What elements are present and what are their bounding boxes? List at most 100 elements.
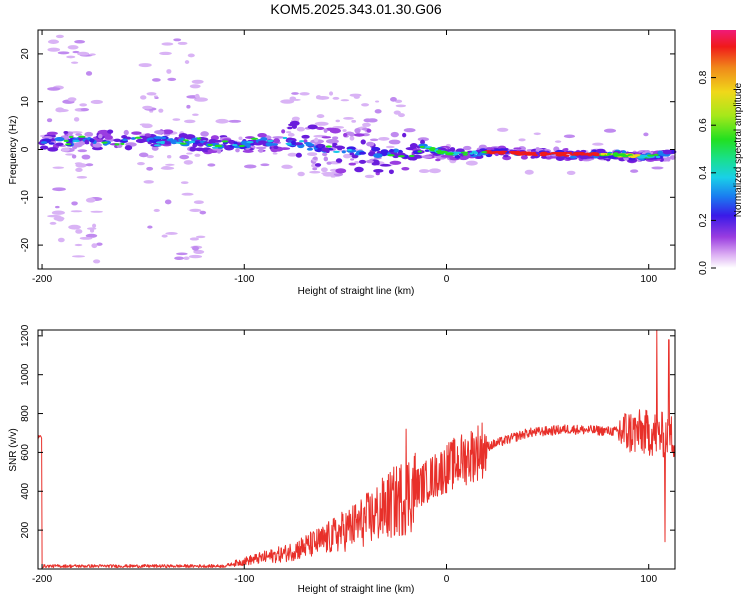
snr-background — [38, 330, 675, 569]
spectrogram-blob — [636, 156, 645, 159]
spectrogram-blob — [402, 132, 407, 138]
spectrogram-blob — [343, 132, 348, 137]
spectrogram-blob — [123, 129, 129, 136]
spectrogram-blob — [351, 154, 359, 159]
spectrogram-blob — [47, 214, 61, 218]
spectrogram-blob — [55, 142, 64, 147]
spectrogram-blob — [47, 87, 61, 91]
spectrogram-blob — [270, 143, 279, 146]
spectrogram-blob — [348, 132, 355, 137]
y-tick-label: -20 — [20, 237, 31, 252]
spectrogram-blob — [207, 143, 214, 147]
spectrogram-blob — [146, 166, 154, 171]
spectrogram-blob — [349, 152, 355, 156]
spectrogram-blob — [242, 149, 254, 153]
spectrogram-blob — [323, 128, 328, 133]
spectrogram-blob — [639, 154, 649, 157]
spectrogram-blob — [304, 141, 312, 145]
spectrogram-blob — [424, 149, 430, 152]
y-tick-label: 10 — [20, 96, 31, 108]
spectrogram-blob — [282, 136, 288, 140]
spectrogram-blob — [554, 140, 562, 143]
spectrogram-blob — [314, 137, 319, 143]
spectrogram-blob — [188, 254, 203, 259]
spectrogram-blob — [388, 139, 401, 145]
chart-title: KOM5.2025.343.01.30.G06 — [270, 1, 441, 17]
spectrogram-blob — [503, 154, 509, 158]
spectrogram-blob — [184, 60, 190, 64]
spectrogram-blob — [374, 109, 382, 114]
spectrogram-blob — [216, 149, 222, 154]
spectrogram-blob — [647, 154, 655, 157]
spectrogram-blob — [454, 154, 461, 159]
spectrogram-blob — [46, 131, 58, 136]
spectrogram-blob — [77, 51, 90, 56]
spectrogram-blob — [80, 108, 90, 112]
spectrogram-blob — [401, 167, 410, 171]
spectrogram-blob — [560, 151, 567, 155]
spectrogram-blob — [143, 180, 154, 184]
x-tick-label: 100 — [640, 574, 657, 585]
spectrogram-blob — [89, 228, 95, 233]
spectrogram-blob — [244, 164, 257, 169]
spectrogram-blob — [387, 154, 395, 157]
spectrogram-blob — [321, 136, 332, 139]
spectrogram-blob — [435, 158, 441, 162]
spectrogram-blob — [392, 148, 400, 153]
spectrogram-x-ticks: -200 -100 0 100 — [32, 30, 657, 285]
spectrogram-blob — [340, 99, 350, 102]
spectrogram-blob — [332, 96, 340, 100]
spectrogram-blob — [273, 145, 279, 150]
spectrogram-blob — [257, 132, 267, 138]
spectrogram-blob — [101, 141, 108, 144]
spectrogram-blob — [398, 113, 405, 118]
spectrogram-blob — [134, 136, 142, 139]
colorbar-ticks: 0.0 0.2 0.4 0.6 0.8 — [698, 70, 716, 275]
spectrogram-blob — [365, 159, 374, 164]
spectrogram-blob — [170, 139, 178, 145]
spectrogram-blob — [174, 256, 184, 261]
spectrogram-blob — [140, 95, 147, 100]
spectrogram-blob — [520, 155, 528, 160]
y-tick-label: 400 — [20, 482, 31, 499]
spectrogram-blob — [153, 208, 160, 212]
spectrogram-blob — [408, 154, 415, 158]
spectrogram-blob — [530, 155, 536, 159]
spectrogram-blob — [258, 148, 264, 153]
spectrogram-blob — [57, 237, 65, 243]
spectrogram-blob — [124, 145, 133, 151]
spectrogram-blob — [73, 117, 80, 122]
spectrogram-blob — [189, 146, 197, 152]
spectrogram-blob — [208, 138, 218, 143]
spectrogram-blob — [296, 126, 305, 132]
spectrogram-blob — [79, 236, 93, 240]
spectrogram-blob — [312, 167, 318, 171]
spectrogram-blob — [585, 152, 591, 155]
spectrogram-blob — [655, 155, 661, 159]
spectrogram-blob — [289, 120, 300, 126]
spectrogram-blob — [86, 227, 97, 230]
spectrogram-blob — [164, 199, 172, 205]
spectrogram-blob — [566, 170, 576, 175]
spectrogram-blob — [199, 210, 207, 215]
spectrogram-blob — [70, 210, 83, 213]
spectrogram-blob — [179, 142, 187, 145]
spectrogram-blob — [161, 234, 168, 238]
spectrogram-blob — [342, 129, 347, 133]
spectrogram-blob — [335, 158, 343, 163]
spectrogram-blob — [211, 146, 219, 149]
spectrogram-blob — [536, 151, 541, 156]
spectrogram-blob — [285, 142, 292, 145]
spectrogram-blob — [48, 142, 55, 145]
spectrogram-blob — [518, 146, 526, 152]
spectrogram-blob — [541, 155, 547, 159]
spectrogram-blob — [179, 154, 190, 160]
spectrogram-blob — [54, 136, 65, 142]
spectrogram-blob — [153, 136, 162, 140]
spectrogram-blob — [316, 126, 325, 130]
spectrogram-blob — [90, 99, 103, 105]
y-tick-label: 1000 — [20, 363, 31, 386]
spectrogram-blob — [240, 140, 249, 145]
spectrogram-blob — [524, 169, 534, 175]
